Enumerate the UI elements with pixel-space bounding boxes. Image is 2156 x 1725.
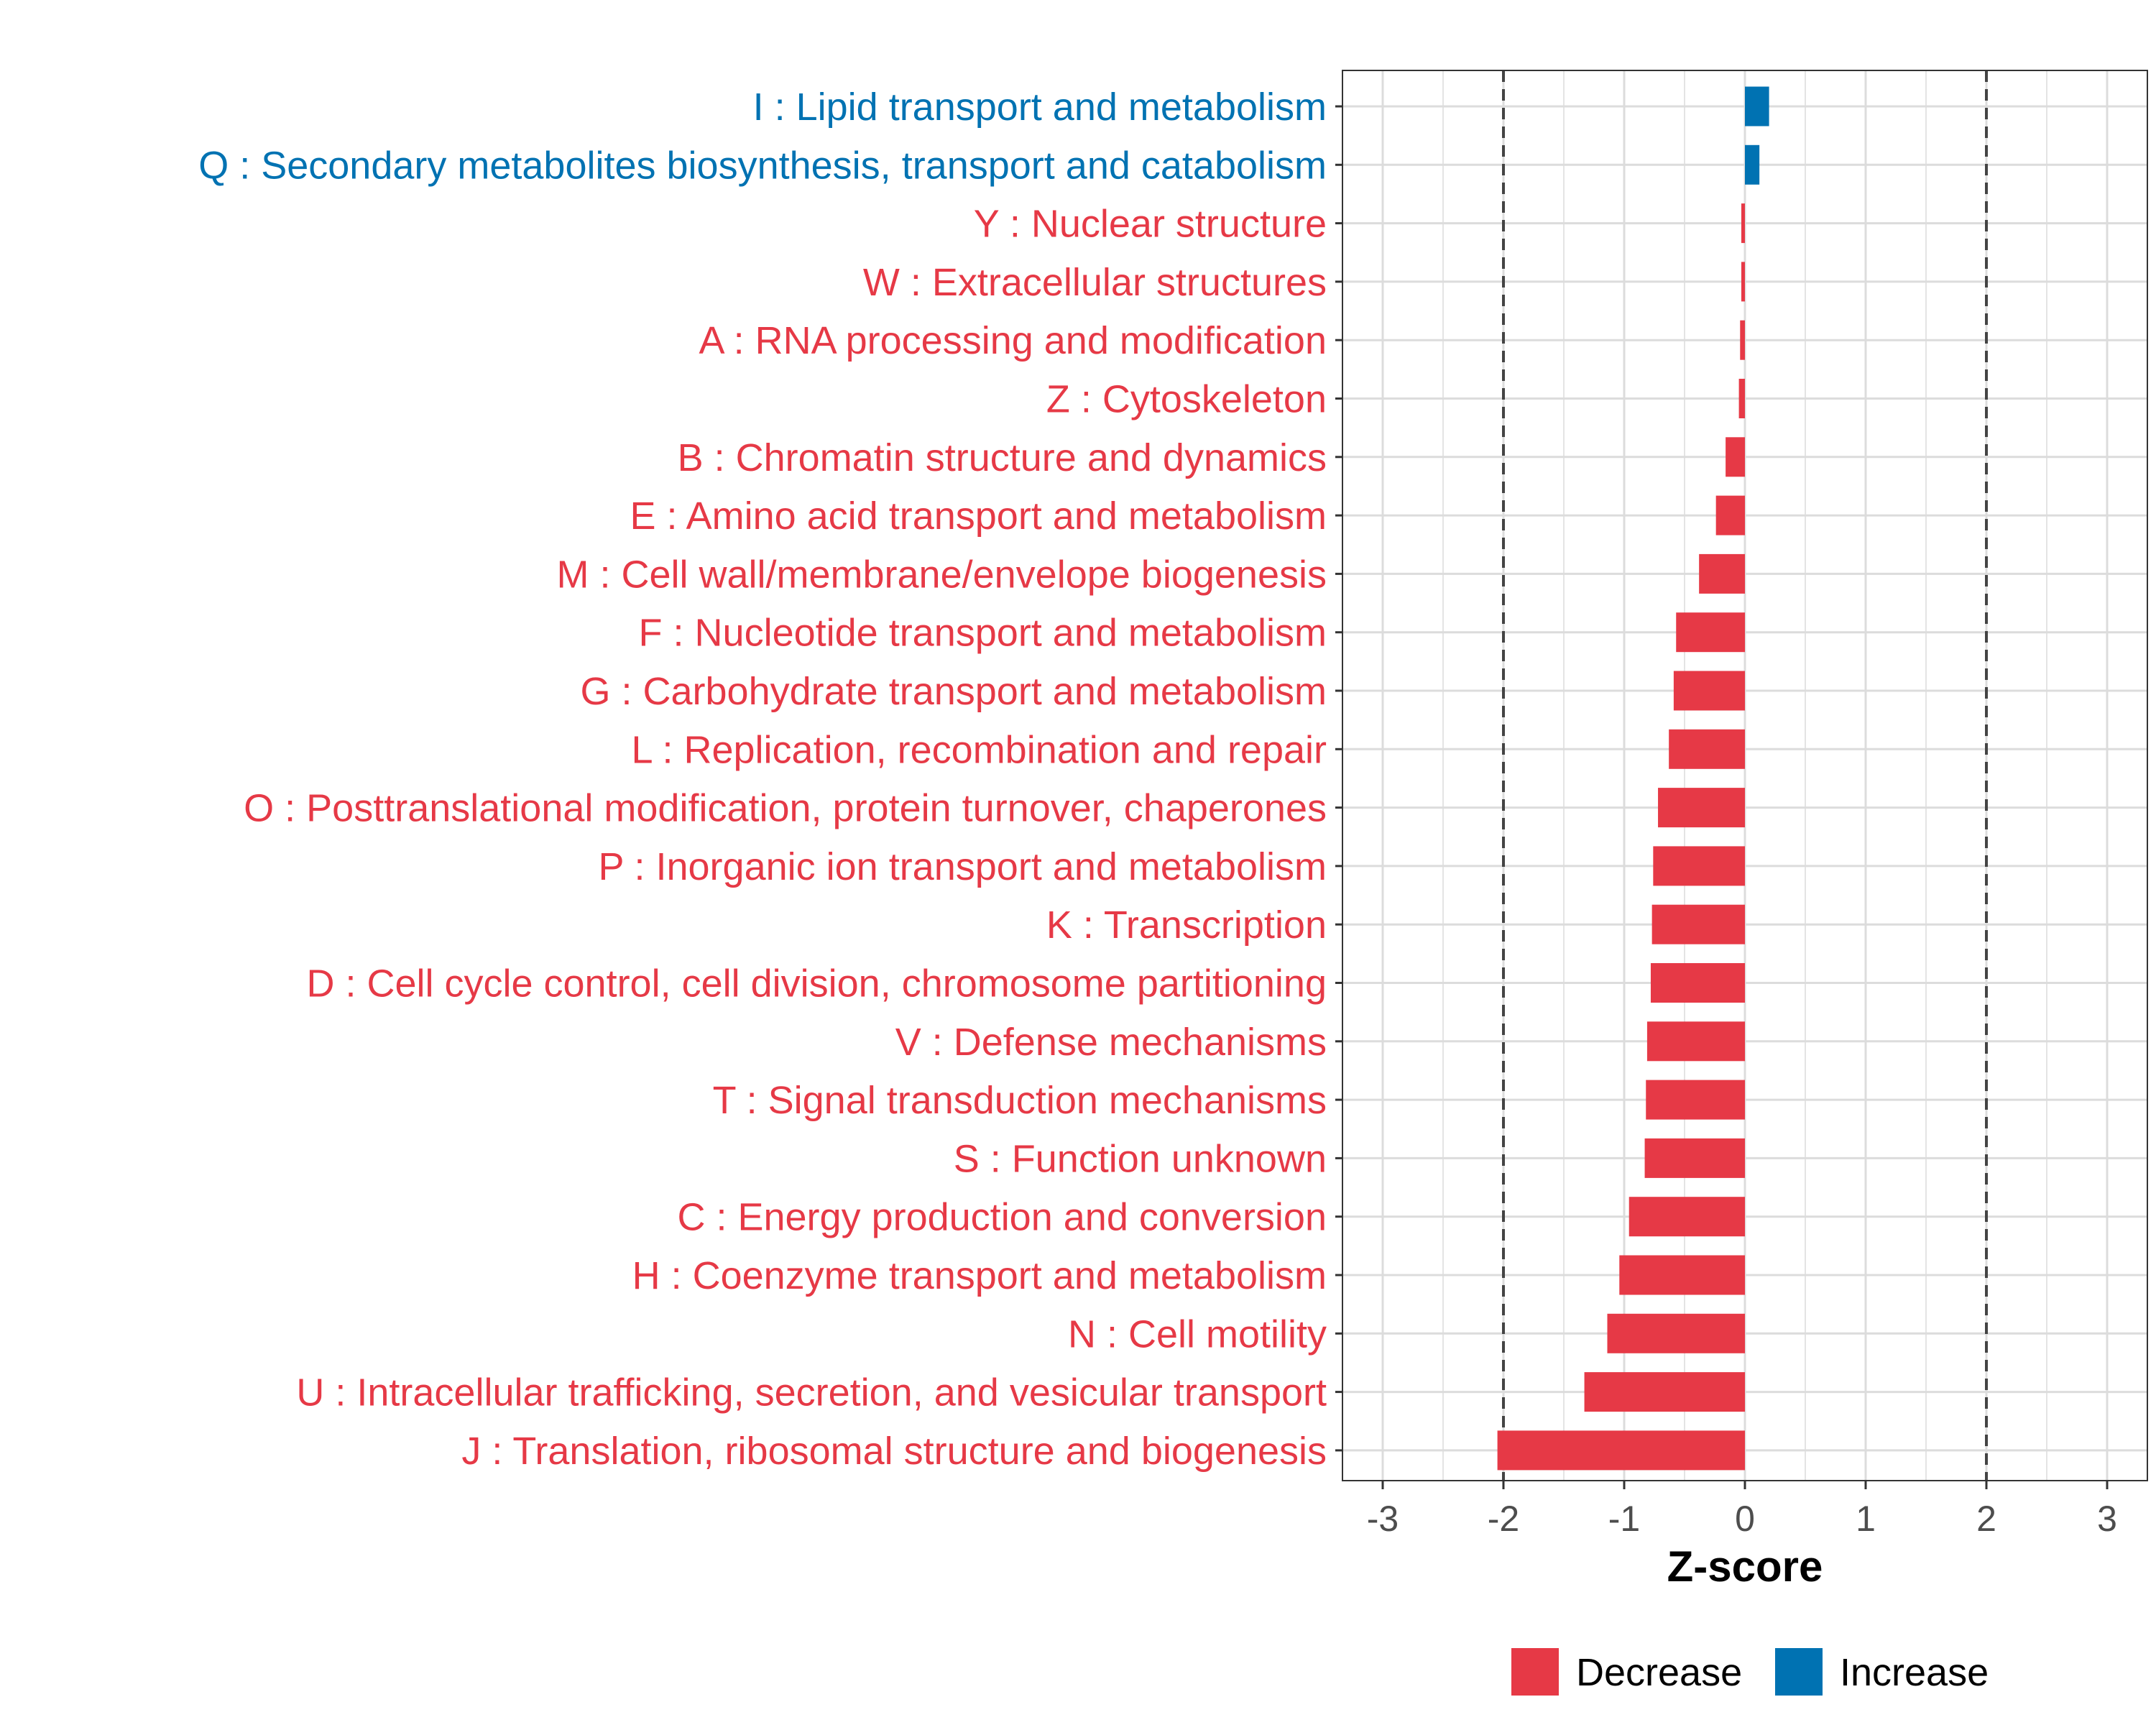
x-tick-label: -2 xyxy=(1488,1499,1519,1539)
category-label: F : Nucleotide transport and metabolism xyxy=(639,612,1327,655)
bar xyxy=(1745,144,1760,185)
x-axis-ticks: -3 -2 -1 0 1 2 3 xyxy=(1367,1481,2117,1539)
x-tick-label: -3 xyxy=(1367,1499,1399,1539)
bar xyxy=(1738,379,1745,418)
category-label: M : Cell wall/membrane/envelope biogenes… xyxy=(556,553,1327,596)
x-tick-label: -1 xyxy=(1608,1499,1640,1539)
bar xyxy=(1676,612,1745,653)
category-label: H : Coenzyme transport and metabolism xyxy=(632,1254,1327,1297)
category-label: O : Posttranslational modification, prot… xyxy=(244,787,1327,830)
category-label: N : Cell motility xyxy=(1068,1312,1327,1356)
category-label: B : Chromatin structure and dynamics xyxy=(678,436,1327,479)
category-label: E : Amino acid transport and metabolism xyxy=(630,494,1327,538)
category-label: T : Signal transduction mechanisms xyxy=(713,1079,1327,1122)
bar xyxy=(1669,729,1745,769)
bar xyxy=(1726,437,1745,477)
category-label: D : Cell cycle control, cell division, c… xyxy=(306,962,1327,1006)
bar xyxy=(1584,1372,1745,1412)
x-tick-label: 1 xyxy=(1856,1499,1876,1539)
bar xyxy=(1651,904,1745,944)
category-label: Y : Nuclear structure xyxy=(974,203,1327,246)
bar xyxy=(1619,1255,1745,1295)
x-tick-label: 0 xyxy=(1735,1499,1755,1539)
category-label: P : Inorganic ion transport and metaboli… xyxy=(598,845,1327,888)
category-label: Q : Secondary metabolites biosynthesis, … xyxy=(198,144,1327,187)
category-label: U : Intracellular trafficking, secretion… xyxy=(296,1371,1327,1414)
category-label: K : Transcription xyxy=(1046,903,1327,947)
category-label: I : Lipid transport and metabolism xyxy=(753,86,1327,129)
bar xyxy=(1673,671,1745,711)
bar xyxy=(1644,1138,1745,1178)
bar xyxy=(1650,963,1745,1003)
bar xyxy=(1607,1313,1745,1353)
category-label: V : Defense mechanisms xyxy=(895,1021,1327,1064)
category-label: J : Translation, ribosomal structure and… xyxy=(461,1430,1327,1473)
x-tick-label: 3 xyxy=(2097,1499,2117,1539)
bars xyxy=(1497,86,1769,1471)
reference-lines xyxy=(1502,70,1988,1481)
category-label: C : Energy production and conversion xyxy=(677,1196,1327,1239)
bar xyxy=(1741,203,1745,244)
bar xyxy=(1715,495,1745,535)
category-label: Z : Cytoskeleton xyxy=(1046,378,1327,421)
bar xyxy=(1653,846,1745,886)
x-axis-title: Z-score xyxy=(1667,1542,1823,1591)
x-tick-label: 2 xyxy=(1976,1499,1996,1539)
category-labels: I : Lipid transport and metabolism Q : Se… xyxy=(198,86,1342,1473)
bar xyxy=(1745,86,1769,126)
bar xyxy=(1646,1021,1745,1062)
category-label: L : Replication, recombination and repai… xyxy=(631,728,1327,771)
legend-label-increase: Increase xyxy=(1840,1651,1989,1694)
legend-label-decrease: Decrease xyxy=(1576,1651,1742,1694)
legend-key-decrease xyxy=(1511,1648,1559,1696)
category-label: G : Carbohydrate transport and metabolis… xyxy=(581,670,1327,713)
category-label: W : Extracellular structures xyxy=(863,261,1327,304)
bar xyxy=(1699,553,1745,594)
bar xyxy=(1741,262,1745,302)
category-label: A : RNA processing and modification xyxy=(699,319,1327,362)
bar xyxy=(1740,320,1745,360)
category-label: S : Function unknown xyxy=(954,1137,1327,1180)
bar xyxy=(1497,1430,1745,1471)
legend: Decrease Increase xyxy=(1511,1648,1989,1696)
bar xyxy=(1646,1080,1745,1120)
legend-key-increase xyxy=(1775,1648,1823,1696)
bar xyxy=(1628,1197,1745,1237)
bar xyxy=(1658,788,1745,828)
